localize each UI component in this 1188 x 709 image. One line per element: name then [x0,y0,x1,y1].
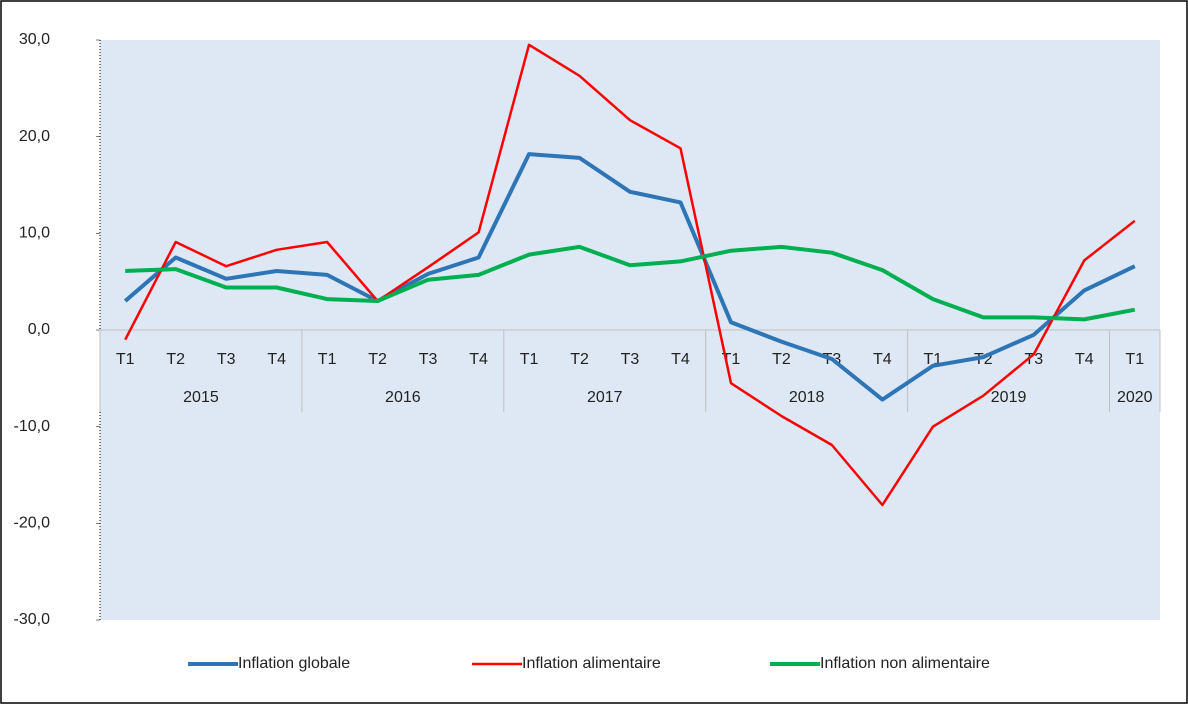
series-line [123,152,1136,402]
x-tick-label: T3 [1024,351,1043,368]
x-tick-label: T4 [469,351,488,368]
x-group-label: 2015 [183,389,219,406]
x-tick-label: T3 [419,351,438,368]
x-group-label: 2016 [385,389,421,406]
x-group-label: 2017 [587,389,623,406]
y-tick-label: 20,0 [19,128,50,145]
y-tick-label: -10,0 [14,418,51,435]
x-tick-label: T3 [621,351,640,368]
x-tick-label: T2 [166,351,185,368]
x-tick-label: T4 [1075,351,1094,368]
y-tick-label: 0,0 [28,321,50,338]
x-tick-label: T4 [671,351,690,368]
series-line [125,244,1136,322]
x-tick-label: T2 [570,351,589,368]
x-tick-label: T2 [368,351,387,368]
x-tick-label: T4 [873,351,892,368]
series-line [124,43,1136,507]
x-tick-label: T1 [116,351,135,368]
x-group-label: 2019 [991,389,1027,406]
y-tick-label: -30,0 [14,611,51,628]
x-tick-label: T2 [772,351,791,368]
legend-label: Inflation globale [238,655,350,672]
x-tick-label: T3 [217,351,236,368]
x-tick-label: T4 [267,351,286,368]
x-group-label: 2020 [1117,389,1153,406]
x-group-label: 2018 [789,389,825,406]
x-tick-label: T1 [1125,351,1144,368]
legend-label: Inflation non alimentaire [820,655,990,672]
x-tick-label: T1 [520,351,539,368]
y-tick-label: 30,0 [19,31,50,48]
y-tick-label: 10,0 [19,225,50,242]
x-tick-label: T1 [318,351,337,368]
y-tick-label: -20,0 [14,515,51,532]
legend-label: Inflation alimentaire [522,655,661,672]
